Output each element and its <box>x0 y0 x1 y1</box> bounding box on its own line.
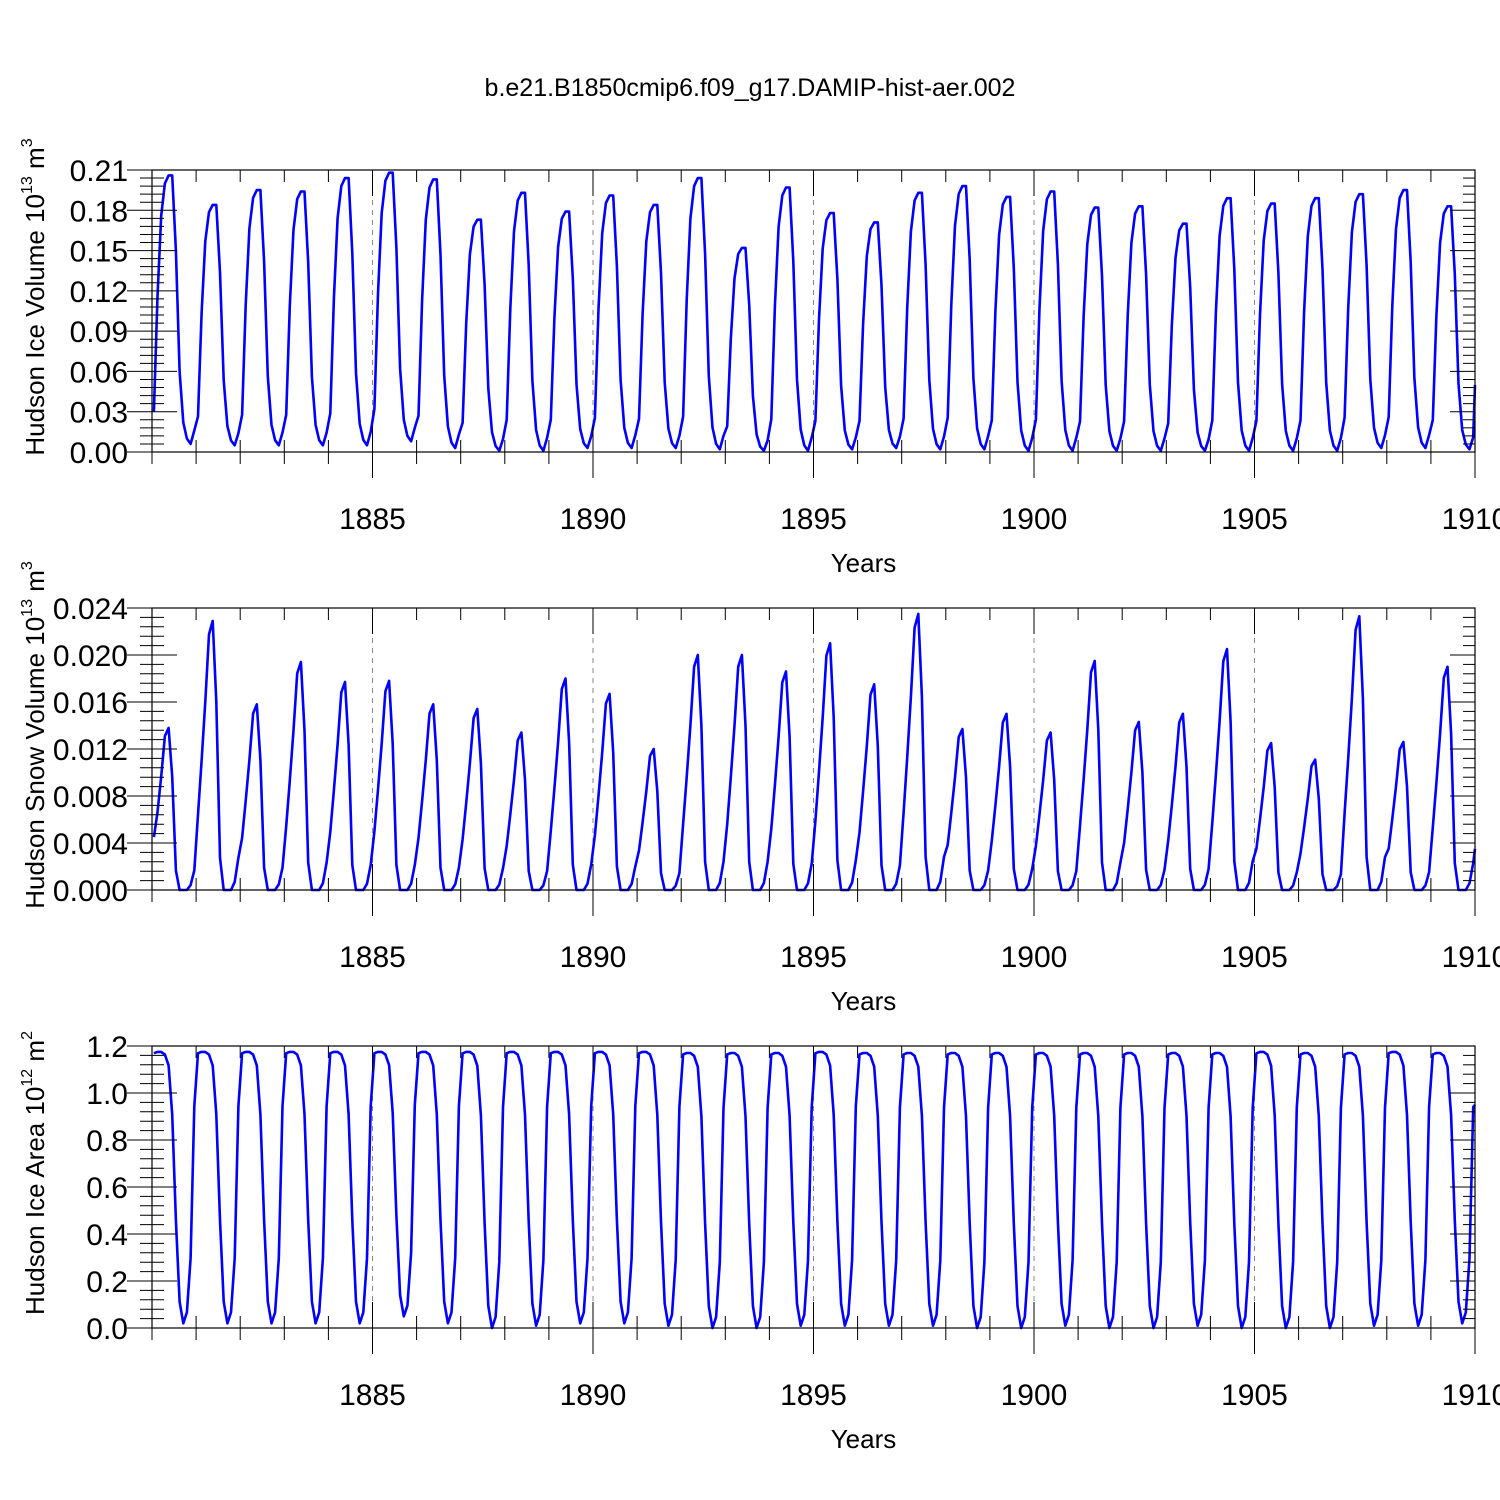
y-tick-label: 0.06 <box>70 356 128 389</box>
x-tick-label: 1895 <box>780 1379 847 1412</box>
y-tick-label: 0.15 <box>70 236 128 269</box>
x-tick-label: 1885 <box>339 1379 406 1412</box>
y-tick-label: 0.020 <box>53 640 128 673</box>
x-tick-label: 1895 <box>780 503 847 536</box>
y-tick-label: 1.2 <box>86 1031 128 1064</box>
y-tick-label: 0.012 <box>53 734 128 767</box>
x-axis-title: Years <box>831 1424 897 1454</box>
y-tick-label: 0.12 <box>70 276 128 309</box>
y-tick-label: 0.000 <box>53 875 128 908</box>
x-tick-label: 1910 <box>1442 503 1500 536</box>
y-axis-title: Hudson Snow Volume 1013 m3 <box>19 561 50 909</box>
y-tick-label: 0.024 <box>53 593 128 626</box>
y-tick-label: 0.016 <box>53 687 128 720</box>
series-line <box>153 1050 1477 1330</box>
y-tick-label: 0.09 <box>70 316 128 349</box>
panel-1: 0.00 0.03 0.06 0.09 0.12 0.15 0.18 0.21 1885 1890… <box>19 138 1500 578</box>
y-tick-label: 0.008 <box>53 781 128 814</box>
x-axis-title: Years <box>831 986 897 1016</box>
y-axis-title: Hudson Ice Volume 1013 m3 <box>19 138 50 455</box>
y-tick-label: 0.0 <box>86 1313 128 1346</box>
panel-3: 0.0 0.2 0.4 0.6 0.8 1.0 1.2 1885 1890 1895 1900 190… <box>19 1031 1500 1454</box>
x-tick-label: 1885 <box>339 941 406 974</box>
y-tick-label: 0.004 <box>53 828 128 861</box>
x-tick-label: 1885 <box>339 503 406 536</box>
y-tick-label: 0.4 <box>86 1219 128 1252</box>
x-tick-label: 1905 <box>1221 503 1288 536</box>
y-tick-label: 1.0 <box>86 1078 128 1111</box>
y-tick-label: 0.8 <box>86 1125 128 1158</box>
x-tick-label: 1890 <box>560 941 627 974</box>
series-line <box>152 612 1477 892</box>
x-tick-label: 1900 <box>1001 503 1068 536</box>
panel-2: 0.000 0.004 0.008 0.012 0.016 0.020 0.024 1885 1… <box>19 561 1500 1016</box>
x-tick-label: 1890 <box>560 503 627 536</box>
chart-title: b.e21.B1850cmip6.f09_g17.DAMIP-hist-aer.… <box>485 74 1016 102</box>
y-tick-label: 0.18 <box>70 195 128 228</box>
y-tick-label: 0.03 <box>70 397 128 430</box>
x-tick-label: 1905 <box>1221 1379 1288 1412</box>
x-tick-label: 1910 <box>1442 1379 1500 1412</box>
x-tick-label: 1895 <box>780 941 847 974</box>
y-tick-label: 0.6 <box>86 1172 128 1205</box>
x-tick-label: 1900 <box>1001 1379 1068 1412</box>
x-tick-label: 1890 <box>560 1379 627 1412</box>
x-tick-label: 1900 <box>1001 941 1068 974</box>
x-tick-label: 1905 <box>1221 941 1288 974</box>
y-axis-title: Hudson Ice Area 1012 m2 <box>19 1031 50 1315</box>
x-tick-label: 1910 <box>1442 941 1500 974</box>
series-line <box>152 171 1477 452</box>
y-tick-label: 0.21 <box>70 155 128 188</box>
y-tick-label: 0.00 <box>70 437 128 470</box>
x-axis-title: Years <box>831 548 897 578</box>
y-tick-label: 0.2 <box>86 1266 128 1299</box>
